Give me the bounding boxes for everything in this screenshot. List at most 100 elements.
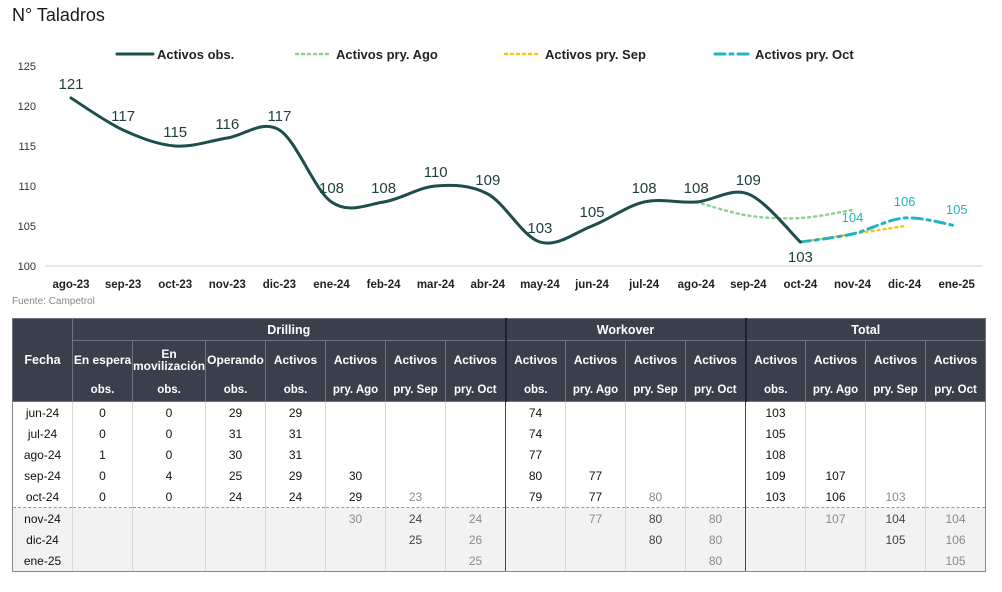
chart-title: N° Taladros: [12, 5, 105, 25]
x-tick-label: nov-24: [834, 279, 872, 291]
table-cell: 30: [205, 444, 266, 465]
table-cell: 1: [72, 444, 133, 465]
table-row: dic-24 25 26 80 80 105 106: [12, 529, 987, 550]
table-cell: [865, 423, 926, 444]
x-tick-label: ene-25: [938, 279, 975, 291]
data-label: 110: [424, 164, 448, 181]
table-cell: 24: [385, 507, 446, 529]
table-cell: [685, 486, 746, 508]
table-cell: 29: [325, 486, 386, 508]
header-drilling: Drilling: [71, 318, 507, 341]
table-cell: 24: [205, 486, 266, 508]
table-cell: 77: [565, 486, 626, 508]
header-sub: Activos: [744, 340, 807, 379]
header-sub2: pry. Sep: [625, 379, 687, 402]
table-cell: 79: [505, 486, 566, 508]
table-cell: 25: [385, 529, 446, 550]
y-tick-label: 110: [18, 181, 36, 193]
header-sub2: pry. Oct: [925, 379, 987, 402]
header-sub: En movilización: [131, 340, 207, 379]
data-label: 108: [371, 180, 396, 197]
x-tick-label: ago-23: [52, 279, 89, 291]
header-sub: Activos: [625, 340, 687, 379]
x-tick-label: ago-24: [678, 279, 716, 291]
table-cell: 0: [131, 401, 206, 423]
table-cell: 26: [445, 529, 506, 550]
table-row: jul-24 0 0 31 31 74 105: [12, 423, 987, 444]
header-sub: Activos: [565, 340, 627, 379]
line-chart: 100 105 110 115 120 125 ago-23 sep-23 oct-23 nov-…: [18, 47, 983, 291]
table-cell: [505, 507, 566, 529]
x-tick-label: oct-23: [158, 279, 192, 291]
table-cell: [565, 550, 626, 572]
data-label: 103: [527, 220, 552, 237]
x-tick-label: dic-23: [263, 279, 296, 291]
x-tick-label: abr-24: [471, 279, 506, 291]
table-row: ago-24 1 0 30 31 77 108: [12, 444, 987, 465]
table-cell: 25: [205, 465, 266, 486]
table-cell: 107: [805, 465, 866, 486]
header-sub: En espera: [72, 340, 133, 379]
row-fecha: dic-24: [12, 529, 73, 550]
table-cell: 25: [445, 550, 506, 572]
legend-label: Activos obs.: [157, 47, 234, 62]
table-cell: [265, 529, 326, 550]
table-cell: [445, 423, 506, 444]
table-cell: 80: [625, 529, 686, 550]
data-label: 108: [632, 180, 657, 197]
table-cell: 105: [865, 529, 926, 550]
table-cell: [625, 465, 686, 486]
table-cell: 31: [205, 423, 266, 444]
table-cell: 77: [565, 507, 626, 529]
row-fecha: sep-24: [12, 465, 73, 486]
x-tick-label: ene-24: [313, 279, 350, 291]
table-cell: [505, 550, 566, 572]
y-tick-label: 120: [18, 101, 36, 113]
row-fecha: oct-24: [12, 486, 73, 508]
table-cell: [625, 444, 686, 465]
data-label: 116: [215, 116, 239, 133]
table-cell: [205, 550, 266, 572]
table-cell: 29: [265, 465, 326, 486]
table-cell: [625, 401, 686, 423]
table-cell: 29: [265, 401, 326, 423]
header-sub2: pry. Sep: [865, 379, 927, 402]
data-label: 105: [946, 202, 968, 217]
header-sub: Activos: [504, 340, 567, 379]
table-cell: [685, 465, 746, 486]
table-cell: [805, 401, 866, 423]
table-cell: [385, 550, 446, 572]
header-sub: Activos: [685, 340, 747, 379]
table-cell: [565, 444, 626, 465]
x-tick-label: sep-23: [105, 279, 141, 291]
data-label: 108: [684, 180, 709, 197]
table-cell: [625, 550, 686, 572]
header-sub2: pry. Ago: [565, 379, 627, 402]
table-cell: [385, 423, 446, 444]
table-cell: [505, 529, 566, 550]
header-sub: Activos: [445, 340, 507, 379]
table-row: jun-24 0 0 29 29 74 103: [12, 401, 987, 423]
series-line-1: [694, 200, 854, 220]
table-cell: 4: [131, 465, 206, 486]
header-sub2: pry. Ago: [805, 379, 867, 402]
table-cell: 106: [925, 529, 987, 550]
table-cell: [325, 550, 386, 572]
x-tick-label: jul-24: [628, 279, 660, 291]
table-cell: 106: [805, 486, 866, 508]
header-fecha: Fecha: [12, 318, 73, 402]
table-cell: [925, 423, 987, 444]
table-cell: 105: [745, 423, 806, 444]
table-cell: 80: [685, 529, 746, 550]
data-label: 117: [267, 108, 291, 125]
x-tick-label: mar-24: [417, 279, 455, 291]
table-cell: [565, 423, 626, 444]
table-cell: [565, 529, 626, 550]
x-tick-label: feb-24: [367, 279, 401, 291]
table-cell: [131, 507, 206, 529]
table-cell: 109: [745, 465, 806, 486]
table-cell: [385, 465, 446, 486]
header-sub: Activos: [925, 340, 987, 379]
data-label: 109: [475, 172, 500, 189]
table-cell: 104: [925, 507, 987, 529]
